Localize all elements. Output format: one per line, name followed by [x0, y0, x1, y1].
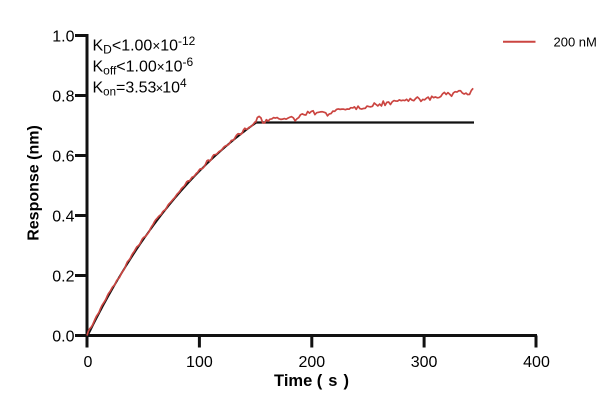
- svg-text:0: 0: [84, 354, 93, 371]
- svg-text:0.6: 0.6: [52, 149, 74, 166]
- svg-text:1.0: 1.0: [52, 29, 74, 46]
- svg-text:0.0: 0.0: [52, 329, 74, 346]
- svg-text:400: 400: [523, 354, 550, 371]
- svg-text:0.8: 0.8: [52, 89, 74, 106]
- svg-text:KD<1.00×10-12: KD<1.00×10-12: [93, 34, 196, 57]
- svg-text:0.2: 0.2: [52, 269, 74, 286]
- svg-text:0.4: 0.4: [52, 209, 74, 226]
- svg-text:200 nM: 200 nM: [554, 34, 597, 49]
- svg-text:Kon=3.53×104: Kon=3.53×104: [93, 76, 188, 99]
- svg-text:Time(s): Time(s): [274, 372, 349, 390]
- svg-text:200: 200: [298, 354, 325, 371]
- svg-text:Response (nm): Response (nm): [26, 125, 43, 241]
- svg-text:Koff<1.00×10-6: Koff<1.00×10-6: [93, 55, 194, 78]
- svg-text:100: 100: [186, 354, 213, 371]
- svg-text:300: 300: [411, 354, 438, 371]
